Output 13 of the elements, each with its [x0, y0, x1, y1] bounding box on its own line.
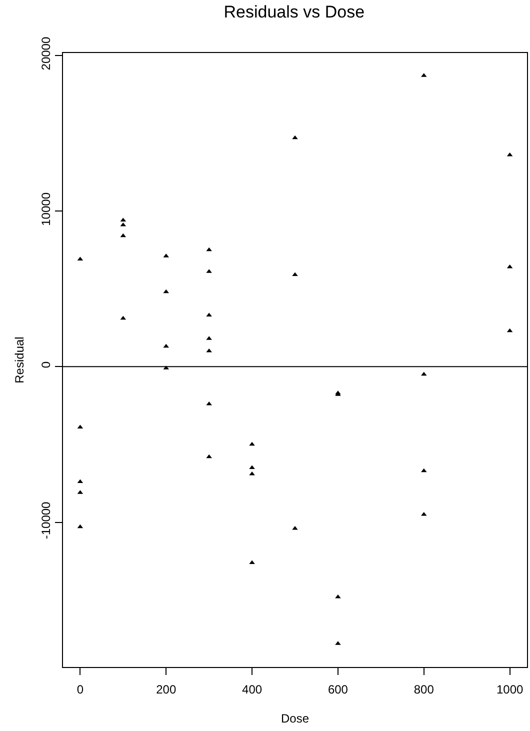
x-tick-label: 0 — [76, 682, 84, 696]
x-axis-title: Dose — [280, 711, 310, 726]
y-tick-label: 10000 — [39, 192, 54, 226]
x-tick-label: 400 — [242, 682, 262, 696]
x-tick-label: 600 — [328, 682, 348, 696]
y-tick-label: 20000 — [39, 36, 54, 70]
chart-title: Residuals vs Dose — [224, 2, 365, 22]
y-tick-label: 0 — [39, 361, 54, 368]
x-tick-label: 800 — [414, 682, 434, 696]
x-tick-label: 1000 — [496, 682, 524, 696]
y-axis-title: Residual — [12, 336, 26, 384]
x-tick-label: 200 — [156, 682, 176, 696]
y-tick-label: -10000 — [39, 501, 54, 540]
